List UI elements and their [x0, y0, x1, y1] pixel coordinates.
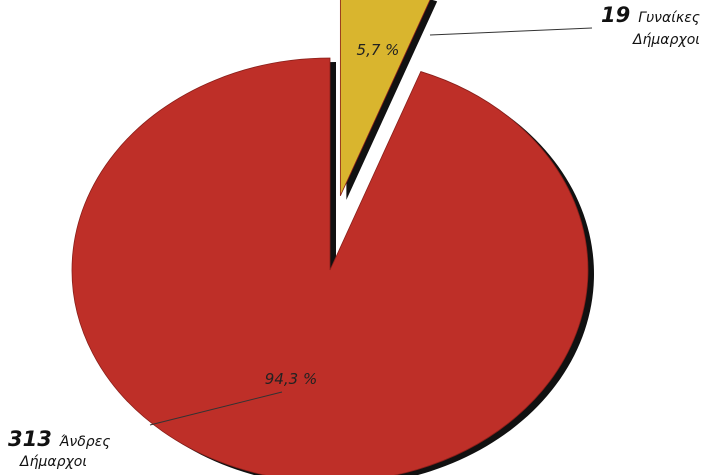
men-count: 313 [8, 427, 52, 451]
men-label-line2: Δήμαρχοι [19, 454, 87, 470]
pie-slice-men [71, 57, 589, 475]
men-label-line1: Άνδρες [59, 434, 111, 450]
women-label-line1: Γυναίκες [638, 10, 700, 26]
women-label-line2: Δήμαρχοι [632, 32, 700, 48]
leader-line-men [149, 391, 283, 426]
leader-line-women [429, 27, 593, 36]
men-count-label: 313 Άνδρες [8, 427, 110, 451]
pie-slice-women [339, 0, 431, 196]
women-count: 19 [601, 3, 630, 27]
pie-slice-men-percent-label: 94,3 % [265, 370, 317, 388]
slices [71, 0, 589, 475]
pie-slice-women-percent-label: 5,7 % [357, 41, 400, 59]
leader-lines [149, 27, 593, 426]
women-count-label: 19 Γυναίκες [601, 3, 700, 27]
